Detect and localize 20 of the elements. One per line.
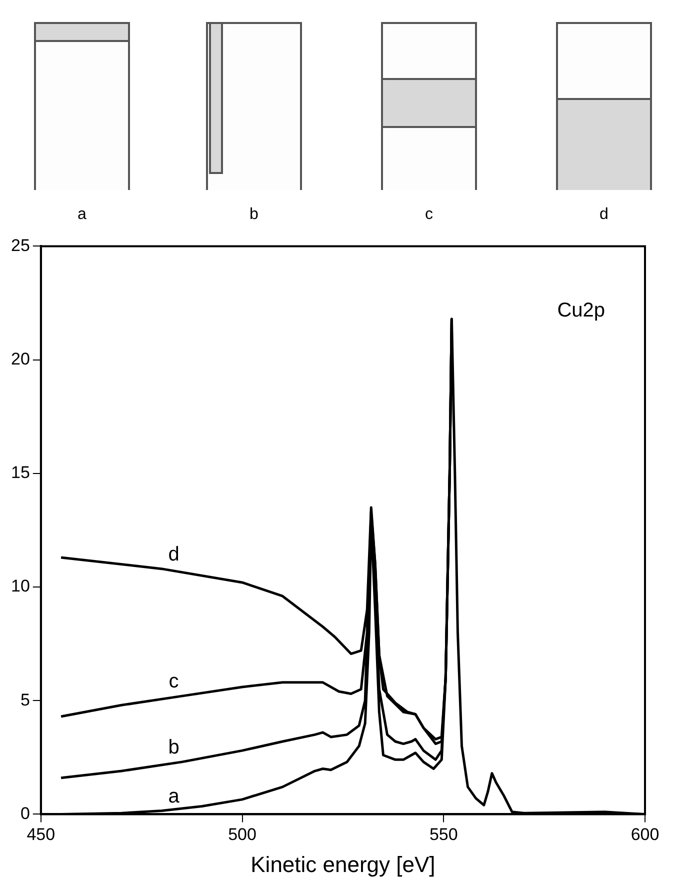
- series-label: a: [168, 785, 180, 808]
- text: d: [600, 206, 608, 223]
- x-tick-label: 450: [26, 825, 56, 844]
- y-tick-label: 15: [10, 463, 30, 482]
- y-tick-label: 20: [10, 349, 30, 368]
- series-label: d: [168, 543, 180, 566]
- text: c: [425, 206, 433, 223]
- x-tick-label: 500: [228, 825, 256, 844]
- y-tick-label: 0: [20, 804, 30, 823]
- series-label: b: [168, 736, 180, 758]
- annotation: Cu2p: [557, 300, 605, 322]
- text: a: [78, 206, 86, 223]
- y-tick-label: 25: [10, 236, 30, 255]
- series-label: c: [168, 670, 179, 693]
- y-tick-label: 5: [20, 690, 30, 710]
- x-tick-label: 600: [630, 825, 660, 844]
- text: b: [250, 206, 258, 223]
- y-tick-label: 10: [10, 576, 30, 596]
- x-tick-label: 550: [429, 825, 458, 844]
- x-axis-title: Kinetic energy [eV]: [250, 852, 436, 877]
